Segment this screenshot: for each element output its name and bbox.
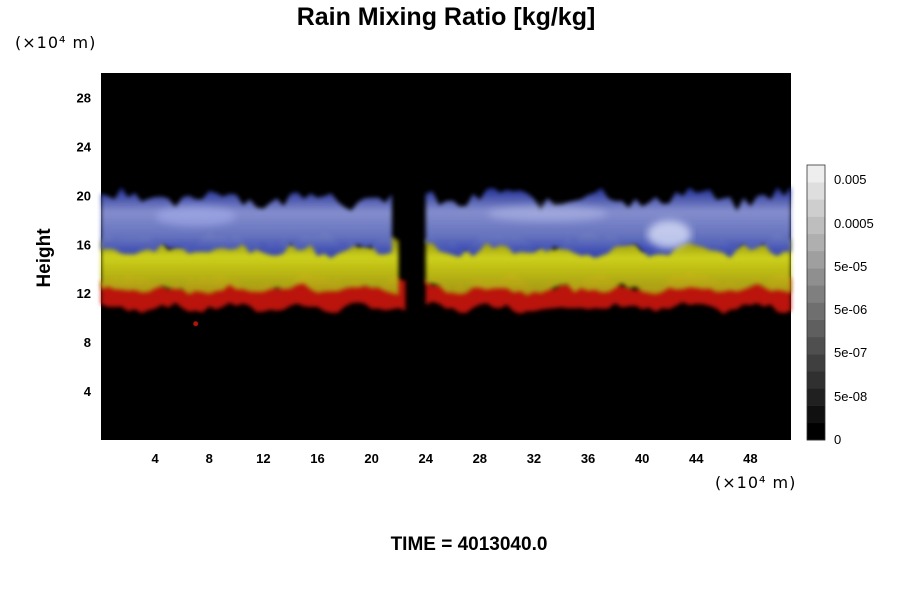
y-tick-label: 20 (77, 188, 91, 203)
colorbar-swatch (807, 250, 825, 269)
colorbar-swatch (807, 388, 825, 406)
colorbar-tick-label: 5e-06 (834, 302, 867, 317)
y-axis-unit: (×10⁴ m) (15, 33, 96, 52)
x-tick-label: 12 (256, 451, 270, 466)
x-tick-label: 4 (152, 451, 160, 466)
layer-blue-white (425, 186, 791, 258)
data-layers (101, 186, 791, 327)
x-tick-label: 28 (473, 451, 487, 466)
x-tick-label: 44 (689, 451, 704, 466)
highlight-blob (155, 206, 236, 227)
colorbar-swatch (807, 371, 825, 389)
x-tick-label: 48 (743, 451, 757, 466)
colorbar (806, 164, 826, 441)
x-tick-label: 24 (418, 451, 433, 466)
colorbar-tick-label: 5e-08 (834, 389, 867, 404)
x-tick-label: 40 (635, 451, 649, 466)
colorbar-swatch (807, 268, 825, 286)
layer-blue-white (101, 187, 392, 259)
y-tick-label: 16 (77, 237, 91, 252)
y-axis-ticks: 4 8 12 16 20 24 28 (77, 90, 92, 399)
data-point (193, 321, 199, 327)
colorbar-swatch (807, 336, 825, 355)
x-axis-unit: (×10⁴ m) (715, 473, 796, 492)
colorbar-tick-label: 0.005 (834, 172, 867, 187)
highlight-blob (647, 220, 692, 249)
colorbar-swatch (807, 182, 825, 200)
time-label: TIME = 4013040.0 (391, 534, 548, 555)
colorbar-swatch (807, 199, 825, 217)
colorbar-tick-label: 0.0005 (834, 216, 874, 231)
colorbar-frame (806, 164, 826, 441)
highlight-blob (487, 205, 608, 222)
colorbar-swatch (807, 233, 825, 252)
x-tick-label: 20 (364, 451, 378, 466)
colorbar-swatch (807, 319, 825, 338)
x-tick-label: 8 (206, 451, 213, 466)
y-tick-label: 12 (77, 286, 91, 301)
y-tick-label: 28 (77, 90, 91, 105)
x-tick-label: 36 (581, 451, 595, 466)
colorbar-swatch (807, 405, 825, 424)
chart-title: Rain Mixing Ratio [kg/kg] (297, 3, 596, 31)
colorbar-swatch (807, 216, 825, 235)
colorbar-swatch (807, 302, 825, 320)
colorbar-tick-label: 0 (834, 432, 841, 447)
colorbar-tick-label: 5e-07 (834, 345, 867, 360)
x-tick-label: 16 (310, 451, 324, 466)
colorbar-ticks: 0.005 0.0005 5e-05 5e-06 5e-07 5e-08 0 (834, 172, 874, 447)
x-tick-label: 32 (527, 451, 541, 466)
colorbar-swatch (807, 285, 825, 303)
colorbar-swatch (807, 422, 825, 441)
colorbar-swatch (807, 165, 825, 183)
y-axis-label: Height (34, 228, 55, 288)
y-tick-label: 4 (84, 384, 92, 399)
y-tick-label: 8 (84, 335, 91, 350)
colorbar-tick-label: 5e-05 (834, 259, 867, 274)
colorbar-swatch (807, 354, 825, 372)
x-axis-ticks: 4 8 12 16 20 24 28 32 36 40 44 48 (152, 451, 758, 466)
y-tick-label: 24 (77, 139, 92, 154)
